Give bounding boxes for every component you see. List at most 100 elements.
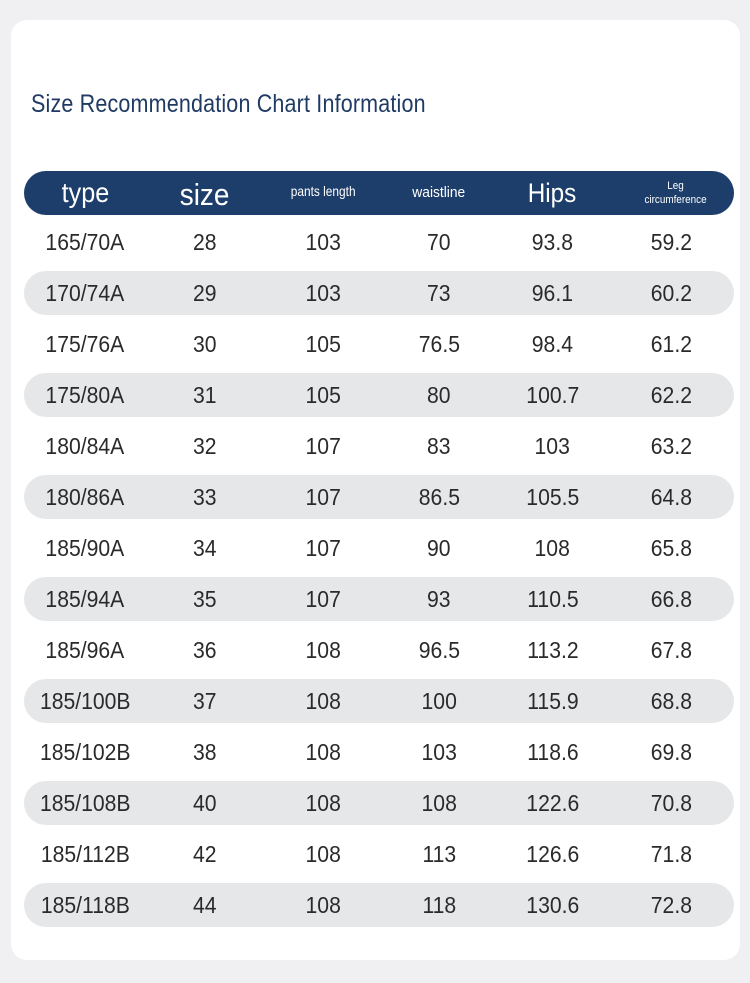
cell-pants-length: 105 — [305, 330, 341, 357]
table-row: 175/76A 30 105 76.5 98.4 61.2 — [24, 322, 734, 366]
table-row: 185/112B 42 108 113 126.6 71.8 — [24, 832, 734, 876]
cell-pants-length: 103 — [305, 279, 341, 306]
cell-type: 180/86A — [45, 483, 125, 510]
cell-size: 34 — [193, 534, 217, 561]
header-pants-length: pants length — [290, 183, 356, 199]
cell-waistline: 103 — [421, 738, 457, 765]
cell-size: 42 — [193, 840, 217, 867]
table-row: 180/86A 33 107 86.5 105.5 64.8 — [24, 475, 734, 519]
cell-leg-circumference: 61.2 — [650, 330, 693, 357]
cell-leg-circumference: 59.2 — [650, 228, 693, 255]
cell-type: 165/70A — [45, 228, 125, 255]
cell-size: 31 — [193, 381, 217, 408]
table-row: 185/96A 36 108 96.5 113.2 67.8 — [24, 628, 734, 672]
cell-hips: 113.2 — [526, 636, 579, 663]
cell-waistline: 100 — [421, 687, 457, 714]
cell-pants-length: 103 — [305, 228, 341, 255]
cell-pants-length: 108 — [305, 840, 341, 867]
cell-type: 185/102B — [39, 738, 131, 765]
table-row: 185/94A 35 107 93 110.5 66.8 — [24, 577, 734, 621]
cell-type: 170/74A — [45, 279, 125, 306]
cell-waistline: 113 — [422, 840, 456, 867]
cell-hips: 108 — [534, 534, 571, 561]
cell-size: 38 — [193, 738, 217, 765]
cell-type: 175/80A — [45, 381, 125, 408]
cell-waistline: 118 — [422, 891, 456, 918]
header-type: type — [61, 177, 109, 208]
cell-pants-length: 107 — [305, 483, 341, 510]
cell-type: 180/84A — [45, 432, 125, 459]
cell-hips: 96.1 — [531, 279, 574, 306]
cell-type: 185/90A — [45, 534, 125, 561]
cell-pants-length: 108 — [305, 891, 341, 918]
table-row: 185/90A 34 107 90 108 65.8 — [24, 526, 734, 570]
table-row: 175/80A 31 105 80 100.7 62.2 — [24, 373, 734, 417]
cell-leg-circumference: 71.8 — [650, 840, 693, 867]
cell-hips: 118.6 — [526, 738, 579, 765]
cell-waistline: 108 — [421, 789, 457, 816]
cell-hips: 103 — [534, 432, 571, 459]
cell-waistline: 73 — [427, 279, 451, 306]
cell-hips: 98.4 — [531, 330, 574, 357]
cell-type: 185/112B — [40, 840, 130, 867]
cell-type: 185/96A — [45, 636, 125, 663]
cell-pants-length: 107 — [305, 534, 341, 561]
cell-type: 185/108B — [39, 789, 131, 816]
cell-leg-circumference: 65.8 — [650, 534, 693, 561]
table-body: 165/70A 28 103 70 93.8 59.2 170/74A 29 103 73 96.1… — [24, 220, 734, 927]
cell-size: 36 — [193, 636, 217, 663]
cell-size: 37 — [193, 687, 217, 714]
cell-size: 28 — [193, 228, 217, 255]
page-title: Size Recommendation Chart Information — [31, 90, 426, 118]
cell-hips: 122.6 — [526, 789, 579, 816]
table-row: 185/102B 38 108 103 118.6 69.8 — [24, 730, 734, 774]
cell-pants-length: 107 — [305, 585, 341, 612]
cell-waistline: 90 — [427, 534, 451, 561]
cell-hips: 126.6 — [526, 840, 579, 867]
cell-waistline: 80 — [427, 381, 451, 408]
cell-hips: 100.7 — [526, 381, 579, 408]
cell-size: 30 — [193, 330, 217, 357]
table-row: 185/118B 44 108 118 130.6 72.8 — [24, 883, 734, 927]
cell-pants-length: 108 — [305, 738, 341, 765]
cell-type: 185/100B — [39, 687, 131, 714]
cell-waistline: 86.5 — [418, 483, 460, 510]
cell-pants-length: 108 — [305, 687, 341, 714]
cell-type: 175/76A — [45, 330, 125, 357]
cell-size: 29 — [193, 279, 217, 306]
cell-size: 44 — [193, 891, 217, 918]
table-row: 180/84A 32 107 83 103 63.2 — [24, 424, 734, 468]
cell-hips: 130.6 — [526, 891, 579, 918]
cell-type: 185/94A — [45, 585, 125, 612]
cell-pants-length: 105 — [305, 381, 341, 408]
cell-leg-circumference: 69.8 — [650, 738, 693, 765]
cell-pants-length: 108 — [305, 636, 341, 663]
cell-leg-circumference: 64.8 — [650, 483, 693, 510]
table-header: type size pants length waistline Hips Le… — [24, 171, 734, 215]
cell-pants-length: 107 — [305, 432, 341, 459]
cell-size: 33 — [193, 483, 217, 510]
cell-hips: 115.9 — [526, 687, 579, 714]
cell-leg-circumference: 63.2 — [650, 432, 693, 459]
cell-hips: 93.8 — [531, 228, 574, 255]
cell-waistline: 70 — [427, 228, 451, 255]
cell-leg-circumference: 70.8 — [650, 789, 693, 816]
table-row: 185/108B 40 108 108 122.6 70.8 — [24, 781, 734, 825]
cell-size: 35 — [193, 585, 217, 612]
cell-waistline: 93 — [427, 585, 451, 612]
cell-hips: 110.5 — [526, 585, 579, 612]
cell-waistline: 83 — [427, 432, 451, 459]
cell-leg-circumference: 67.8 — [650, 636, 693, 663]
cell-waistline: 96.5 — [418, 636, 460, 663]
cell-leg-circumference: 72.8 — [650, 891, 693, 918]
cell-leg-circumference: 68.8 — [650, 687, 693, 714]
header-size: size — [180, 177, 230, 212]
header-leg-circumference: Leg circumference — [644, 179, 707, 206]
cell-leg-circumference: 66.8 — [650, 585, 693, 612]
cell-waistline: 76.5 — [418, 330, 460, 357]
header-hips: Hips — [528, 177, 577, 208]
cell-leg-circumference: 60.2 — [650, 279, 693, 306]
table-row: 170/74A 29 103 73 96.1 60.2 — [24, 271, 734, 315]
cell-type: 185/118B — [40, 891, 130, 918]
cell-size: 32 — [193, 432, 217, 459]
